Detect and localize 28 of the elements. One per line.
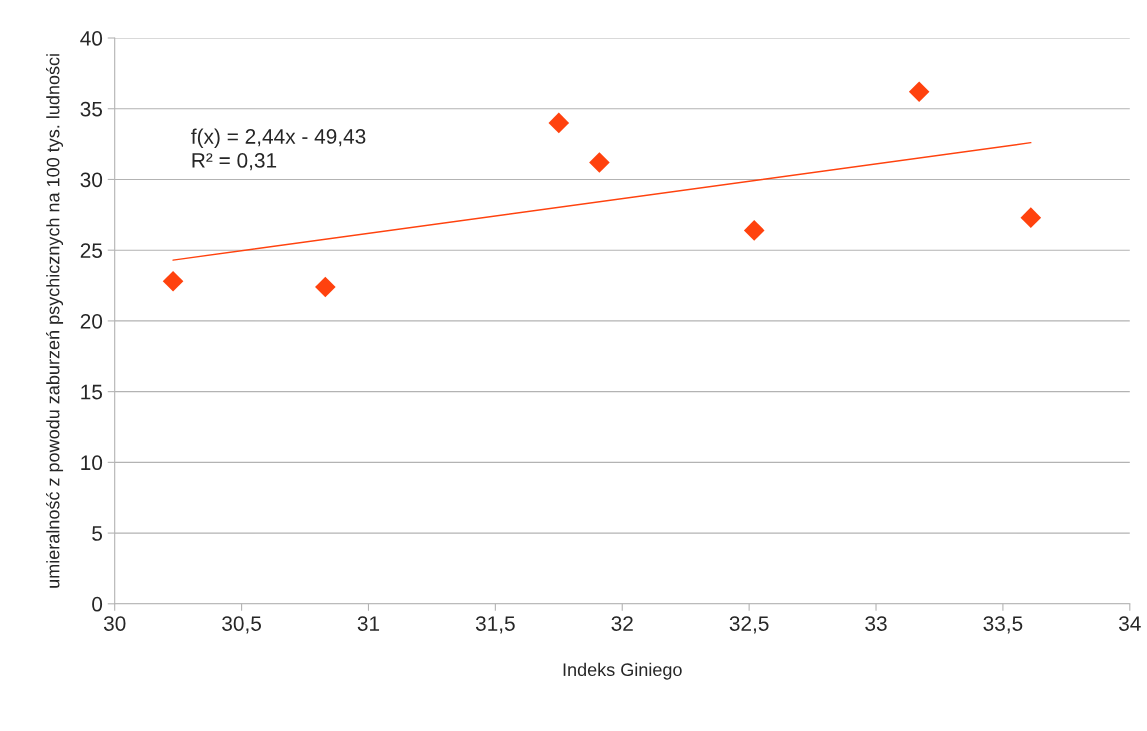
y-axis-title: umieralność z powodu zaburzeń psychicznych na 100 tys. ludności: [46, 54, 64, 588]
point: [162, 271, 184, 292]
x-tick-label: 31: [357, 616, 380, 631]
y-tick-label: 25: [80, 243, 103, 258]
point: [548, 112, 570, 134]
point: [908, 81, 930, 103]
point: [315, 276, 336, 298]
x-tick-label: 33: [865, 616, 887, 631]
x-tick-label: 32,5: [729, 616, 769, 634]
y-tick-label: 5: [92, 526, 103, 541]
point: [1020, 207, 1042, 228]
y-tick-label: 35: [80, 101, 103, 117]
point: [589, 152, 610, 173]
x-tick-label: 33,5: [983, 616, 1023, 634]
y-tick-label: 40: [80, 31, 103, 46]
x-tick-label: 31,5: [475, 616, 515, 634]
x-axis-title: Indeks Giniego: [563, 662, 682, 680]
y-tick-label: 30: [80, 172, 103, 188]
y-tick-label: 15: [81, 384, 103, 400]
x-tick-label: 30: [103, 616, 126, 631]
annotation: f(x) = 2,44x - 49,43 R² = 0,31: [191, 128, 366, 171]
y-tick-label: 0: [92, 596, 103, 612]
y-tick-label: 10: [81, 455, 103, 471]
y-tick-label: 20: [80, 313, 103, 329]
x-tick-label: 30,5: [222, 616, 261, 634]
point: [743, 220, 765, 241]
x-tick-label: 34: [1119, 616, 1141, 631]
x-tick-label: 32: [611, 616, 633, 631]
